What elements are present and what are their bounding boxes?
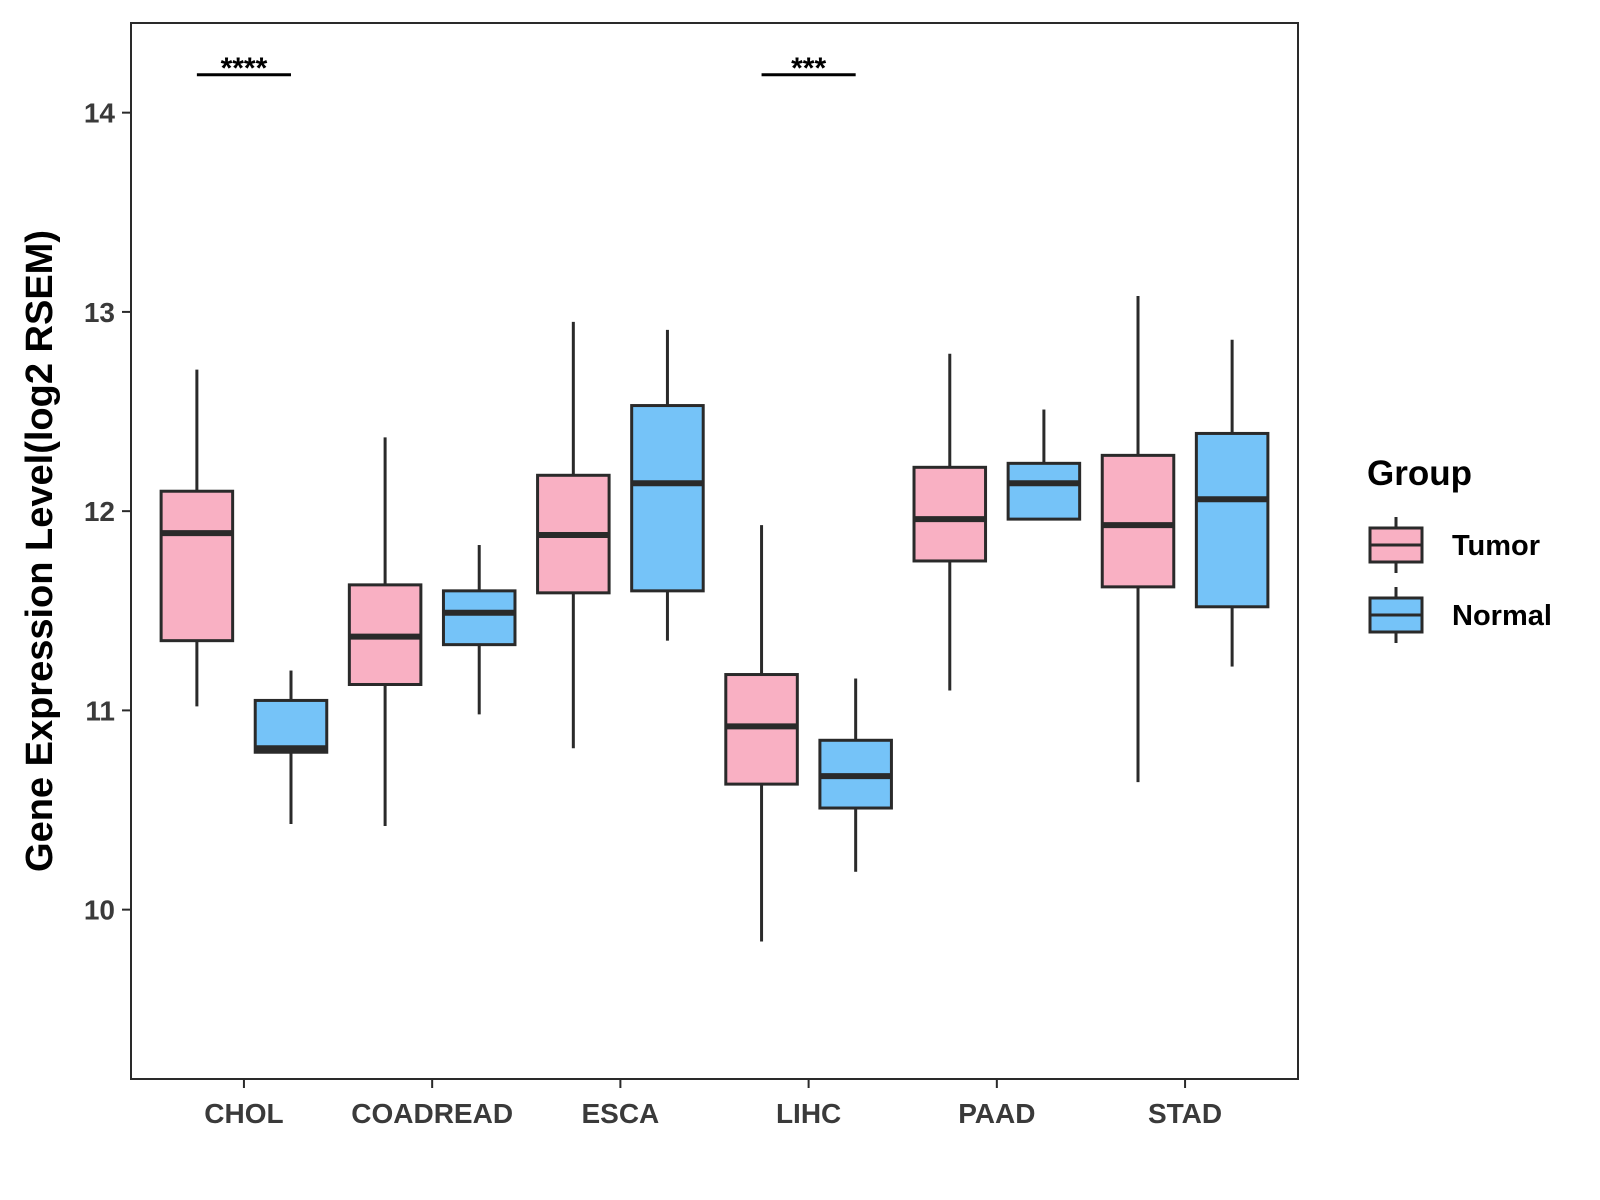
box-tumor-paad — [912, 353, 988, 691]
box-normal-chol — [253, 670, 329, 824]
x-tick-label: ESCA — [581, 1098, 659, 1129]
x-tick-label: STAD — [1148, 1098, 1222, 1129]
significance-layer: **** *** — [196, 52, 856, 85]
box-normal-stad — [1194, 339, 1270, 667]
x-tick-label: LIHC — [776, 1098, 841, 1129]
box-body — [912, 465, 988, 563]
box-body — [1194, 431, 1270, 609]
plot-panel-border — [130, 22, 1299, 1080]
box-normal-coadread — [441, 545, 517, 715]
box-normal-lihc — [818, 678, 893, 872]
box-tumor-lihc — [724, 525, 799, 942]
y-axis: 10 11 12 13 14 — [84, 98, 131, 926]
y-axis-title: Gene Expression Level(log2 RSEM) — [19, 230, 61, 872]
box-tumor-chol — [159, 369, 235, 707]
x-axis: CHOL COADREAD ESCA LIHC PAAD STAD — [204, 1079, 1222, 1129]
y-tick-label: 13 — [84, 297, 115, 328]
y-tick-label: 14 — [84, 98, 116, 129]
legend-item-normal: Normal — [1368, 587, 1552, 643]
box-tumor-esca — [536, 321, 611, 749]
significance-label: **** — [221, 52, 268, 85]
significance-label: *** — [791, 52, 826, 85]
legend-label: Tumor — [1452, 530, 1540, 562]
box-body — [630, 404, 705, 593]
box-body — [441, 589, 517, 647]
x-tick-label: COADREAD — [351, 1098, 513, 1129]
legend: Group Tumor Normal — [1367, 454, 1552, 643]
y-tick-label: 11 — [85, 695, 115, 726]
x-tick-label: PAAD — [958, 1098, 1035, 1129]
box-body — [159, 489, 235, 643]
y-tick-label: 10 — [84, 895, 115, 926]
boxes-layer — [159, 295, 1270, 942]
box-tumor-stad — [1100, 295, 1176, 783]
box-tumor-coadread — [347, 437, 423, 826]
box-normal-esca — [630, 329, 705, 641]
box-body — [1100, 453, 1176, 589]
legend-title: Group — [1367, 454, 1472, 493]
x-tick-label: CHOL — [204, 1098, 283, 1129]
box-body — [1006, 461, 1082, 521]
legend-label: Normal — [1452, 600, 1552, 632]
box-normal-paad — [1006, 409, 1082, 521]
box-body — [253, 698, 329, 754]
y-tick-label: 12 — [84, 496, 115, 527]
legend-item-tumor: Tumor — [1368, 517, 1540, 573]
